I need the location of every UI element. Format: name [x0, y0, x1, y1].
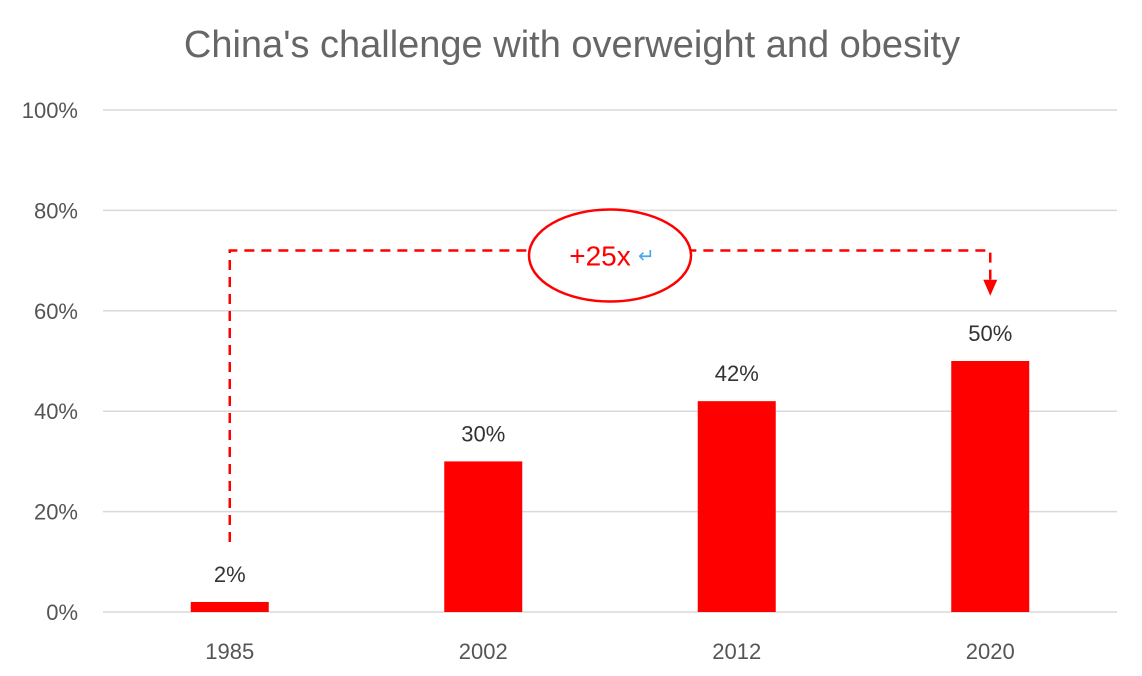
data-label: 42% [715, 361, 759, 386]
x-tick-label: 1985 [205, 639, 254, 664]
data-label: 2% [214, 562, 246, 587]
y-tick-label: 20% [34, 500, 78, 525]
x-tick-label: 2002 [459, 639, 508, 664]
callout-text: +25x [569, 241, 631, 272]
bars [190, 361, 1030, 612]
x-tick-label: 2012 [712, 639, 761, 664]
callout-return-mark: ↵ [638, 244, 655, 268]
bar-1985 [190, 601, 269, 612]
bar-2012 [697, 401, 776, 612]
callout-ellipse [527, 208, 693, 303]
y-tick-label: 100% [22, 98, 78, 123]
y-tick-label: 40% [34, 399, 78, 424]
y-tick-label: 60% [34, 299, 78, 324]
x-tick-label: 2020 [966, 639, 1015, 664]
growth-callout: +25x ↵ [228, 208, 998, 542]
y-axis-tick-labels: 0% 20% 40% 60% 80% 100% [22, 98, 78, 625]
chart-title: China's challenge with overweight and ob… [184, 24, 960, 66]
y-tick-label: 80% [34, 198, 78, 223]
bar-2002 [444, 461, 523, 612]
data-labels: 2% 30% 42% 50% [214, 321, 1012, 587]
bar-2020 [951, 361, 1030, 612]
y-tick-label: 0% [46, 600, 78, 625]
callout-arrowhead [983, 279, 998, 296]
x-axis-tick-labels: 1985 2002 2012 2020 [205, 639, 1014, 664]
data-label: 30% [461, 421, 505, 446]
data-label: 50% [968, 321, 1012, 346]
